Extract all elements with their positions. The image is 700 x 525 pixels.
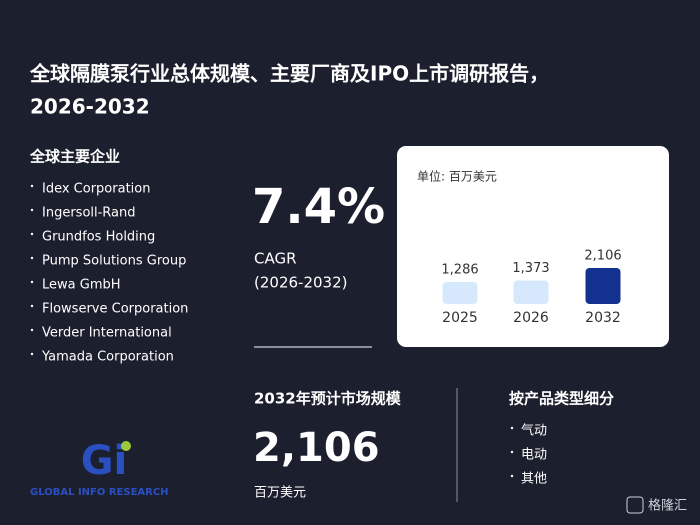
bar	[513, 280, 549, 304]
bullet	[30, 184, 34, 188]
title: 全球隔膜泵行业总体规模、主要厂商及IPO上市调研报告，	[29, 62, 549, 86]
value-label: 2,106	[584, 248, 621, 263]
logo-mark: Gi	[81, 438, 128, 484]
company: Yamada Corporation	[41, 350, 174, 365]
bar	[442, 282, 478, 304]
market-unit: 百万美元	[254, 486, 306, 501]
cagr-label: CAGR	[254, 250, 297, 268]
value-label: 1,373	[512, 261, 549, 276]
bullet	[30, 280, 34, 284]
cagr-period: (2026-2032)	[254, 274, 347, 292]
title: 2026-2032	[30, 95, 150, 119]
market-value: 2,106	[253, 425, 380, 471]
company-list: Idex Corporation Ingersoll-Rand Grundfos H…	[30, 182, 188, 365]
company: Ingersoll-Rand	[42, 206, 136, 221]
section-heading: 按产品类型细分	[509, 390, 614, 408]
company: Flowserve Corporation	[42, 302, 188, 317]
category-label: 2032	[585, 310, 621, 326]
bullet	[510, 426, 514, 430]
section-heading: 2032年预计市场规模	[254, 390, 402, 408]
bar-chart: 1,286 2025 1,373 2026 2,106 2032	[441, 248, 621, 326]
watermark: 格隆汇	[648, 498, 687, 514]
section-heading: 全球主要企业	[29, 148, 120, 166]
segment: 其他	[521, 472, 547, 487]
bullet	[30, 208, 34, 212]
bullet	[30, 352, 34, 356]
value-label: 1,286	[441, 263, 478, 278]
company: Lewa GmbH	[42, 278, 121, 293]
bullet	[510, 450, 514, 454]
company: Idex Corporation	[42, 182, 150, 197]
company: Pump Solutions Group	[42, 254, 186, 269]
company: Verder International	[42, 326, 172, 341]
bar	[585, 267, 621, 304]
company: Grundfos Holding	[42, 230, 155, 245]
chart-unit: 单位: 百万美元	[417, 169, 497, 184]
bullet	[30, 328, 34, 332]
category-label: 2025	[442, 310, 478, 326]
watermark-icon	[626, 496, 644, 514]
bullet	[30, 256, 34, 260]
logo-dot	[121, 441, 131, 451]
bullet	[30, 304, 34, 308]
category-label: 2026	[513, 310, 549, 326]
bullet	[510, 474, 514, 478]
segment: 气动	[521, 423, 547, 439]
segment: 电动	[521, 448, 547, 463]
logo-text: GLOBAL INFO RESEARCH	[30, 487, 169, 498]
cagr-value: 7.4%	[252, 179, 385, 235]
bullet	[30, 232, 34, 236]
